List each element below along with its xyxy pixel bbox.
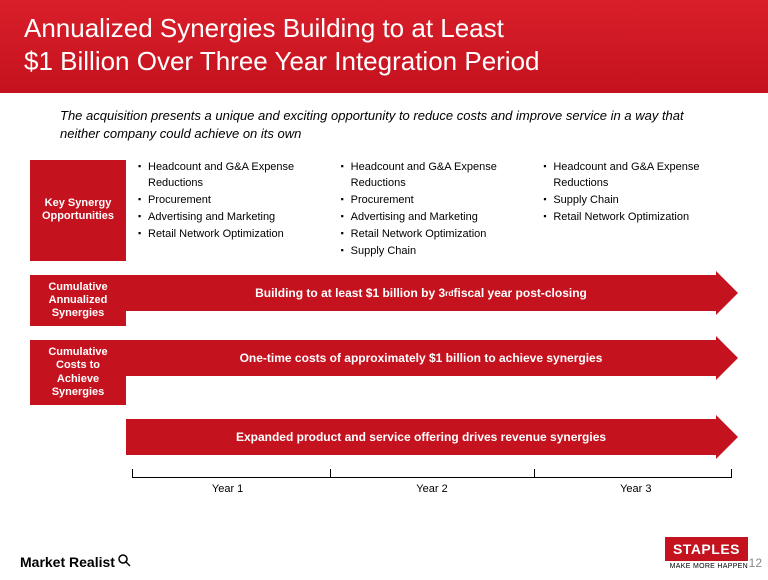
bullet-item: Advertising and Marketing	[138, 210, 321, 226]
synergy-col-year1: Headcount and G&A Expense ReductionsProc…	[132, 160, 327, 261]
timeline-line	[132, 477, 732, 478]
arrow-1-text: Building to at least $1 billion by 3rd f…	[126, 275, 716, 311]
title-header: Annualized Synergies Building to at Leas…	[0, 0, 768, 93]
synergy-col-year3: Headcount and G&A Expense ReductionsSupp…	[537, 160, 732, 261]
arrow-head-icon	[716, 415, 738, 459]
bullet-item: Retail Network Optimization	[543, 210, 726, 226]
bullet-item: Supply Chain	[543, 193, 726, 209]
cumulative-costs-label: Cumulative Costs to Achieve Synergies	[30, 340, 126, 405]
staples-logo: STAPLES	[665, 537, 748, 561]
timeline-tick	[132, 469, 133, 478]
page-number: 12	[749, 556, 762, 570]
key-synergy-label: Key Synergy Opportunities	[30, 160, 126, 261]
footer: Market Realist STAPLES MAKE MORE HAPPEN	[0, 537, 768, 570]
bullet-item: Retail Network Optimization	[138, 227, 321, 243]
content-area: The acquisition presents a unique and ex…	[0, 93, 768, 509]
arrow-1: Building to at least $1 billion by 3rd f…	[126, 275, 738, 311]
title-line-2: $1 Billion Over Three Year Integration P…	[24, 46, 540, 76]
timeline-tick	[731, 469, 732, 478]
key-synergy-row: Key Synergy Opportunities Headcount and …	[30, 160, 738, 261]
arrow-row-3: Expanded product and service offering dr…	[30, 419, 738, 455]
arrow-head-icon	[716, 271, 738, 315]
timeline: Year 1 Year 2 Year 3	[126, 469, 738, 509]
title-line-1: Annualized Synergies Building to at Leas…	[24, 13, 504, 43]
page-title: Annualized Synergies Building to at Leas…	[24, 12, 744, 77]
bullet-item: Headcount and G&A Expense Reductions	[341, 160, 524, 192]
year-2-label: Year 2	[416, 483, 447, 495]
year-3-label: Year 3	[620, 483, 651, 495]
intro-text: The acquisition presents a unique and ex…	[60, 107, 708, 142]
bullet-item: Supply Chain	[341, 244, 524, 260]
staples-tagline: MAKE MORE HAPPEN	[665, 563, 748, 570]
bullet-item: Headcount and G&A Expense Reductions	[138, 160, 321, 192]
key-synergy-columns: Headcount and G&A Expense ReductionsProc…	[126, 160, 738, 261]
magnify-icon	[117, 553, 131, 570]
timeline-tick	[330, 469, 331, 478]
arrow-row-2: Cumulative Costs to Achieve Synergies On…	[30, 340, 738, 405]
market-realist-logo: Market Realist	[20, 553, 131, 570]
arrow-2-text: One-time costs of approximately $1 billi…	[126, 340, 716, 376]
market-realist-text: Market Realist	[20, 554, 115, 570]
staples-block: STAPLES MAKE MORE HAPPEN	[665, 537, 748, 570]
bullet-item: Advertising and Marketing	[341, 210, 524, 226]
synergy-col-year2: Headcount and G&A Expense ReductionsProc…	[335, 160, 530, 261]
label-spacer	[30, 419, 126, 455]
bullet-item: Headcount and G&A Expense Reductions	[543, 160, 726, 192]
year-1-label: Year 1	[212, 483, 243, 495]
bullet-item: Retail Network Optimization	[341, 227, 524, 243]
timeline-tick	[534, 469, 535, 478]
cumulative-synergies-label: Cumulative Annualized Synergies	[30, 275, 126, 327]
arrow-3: Expanded product and service offering dr…	[126, 419, 738, 455]
arrow-3-text: Expanded product and service offering dr…	[126, 419, 716, 455]
arrow-2: One-time costs of approximately $1 billi…	[126, 340, 738, 376]
bullet-item: Procurement	[138, 193, 321, 209]
bullet-item: Procurement	[341, 193, 524, 209]
arrow-row-1: Cumulative Annualized Synergies Building…	[30, 275, 738, 327]
arrow-head-icon	[716, 336, 738, 380]
